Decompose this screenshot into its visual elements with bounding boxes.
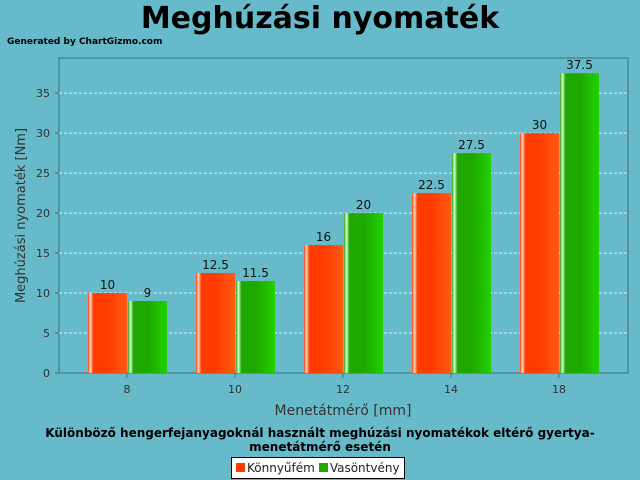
legend-label: Könnyűfém xyxy=(247,461,315,475)
legend: Könnyűfém Vasöntvény xyxy=(231,457,405,479)
legend-swatch xyxy=(236,463,245,472)
data-label: 30 xyxy=(532,118,547,132)
bar xyxy=(196,273,235,373)
x-tick-label: 10 xyxy=(228,383,242,396)
y-tick-label: 5 xyxy=(43,327,50,340)
x-tick-label: 8 xyxy=(124,383,131,396)
y-tick-label: 25 xyxy=(36,167,50,180)
chart-title: Meghúzási nyomaték xyxy=(140,1,500,36)
legend-item-vasontveny: Vasöntvény xyxy=(318,461,400,475)
data-label: 12.5 xyxy=(202,258,229,272)
bar xyxy=(344,213,383,373)
y-tick-label: 35 xyxy=(36,87,50,100)
x-tick-label: 12 xyxy=(336,383,350,396)
data-label: 27.5 xyxy=(458,138,485,152)
bar xyxy=(452,153,491,373)
y-tick-label: 0 xyxy=(43,367,50,380)
data-label: 11.5 xyxy=(242,266,269,280)
bar xyxy=(88,293,127,373)
bar xyxy=(304,245,343,373)
y-tick-label: 20 xyxy=(36,207,50,220)
y-axis-label: Meghúzási nyomaték [Nm] xyxy=(14,128,29,303)
x-axis-label: Menetátmérő [mm] xyxy=(274,403,412,419)
generated-by-label: Generated by ChartGizmo.com xyxy=(7,37,163,47)
y-tick-label: 10 xyxy=(36,287,50,300)
bar xyxy=(412,193,451,373)
data-label: 9 xyxy=(144,286,152,300)
data-label: 10 xyxy=(100,278,115,292)
chart-caption: Különböző hengerfejanyagoknál használt m… xyxy=(45,426,595,454)
y-tick-label: 15 xyxy=(36,247,50,260)
y-tick-label: 30 xyxy=(36,127,50,140)
bar xyxy=(520,133,559,373)
data-label: 37.5 xyxy=(566,58,593,72)
data-label: 20 xyxy=(356,198,371,212)
x-tick-label: 18 xyxy=(552,383,566,396)
data-label: 16 xyxy=(316,230,331,244)
data-label: 22.5 xyxy=(418,178,445,192)
x-tick-label: 14 xyxy=(444,383,458,396)
bar xyxy=(128,301,167,373)
bar xyxy=(560,73,599,373)
legend-label: Vasöntvény xyxy=(329,461,400,475)
bar xyxy=(236,281,275,373)
legend-swatch xyxy=(318,463,328,472)
legend-item-konnyufem: Könnyűfém xyxy=(236,461,315,475)
